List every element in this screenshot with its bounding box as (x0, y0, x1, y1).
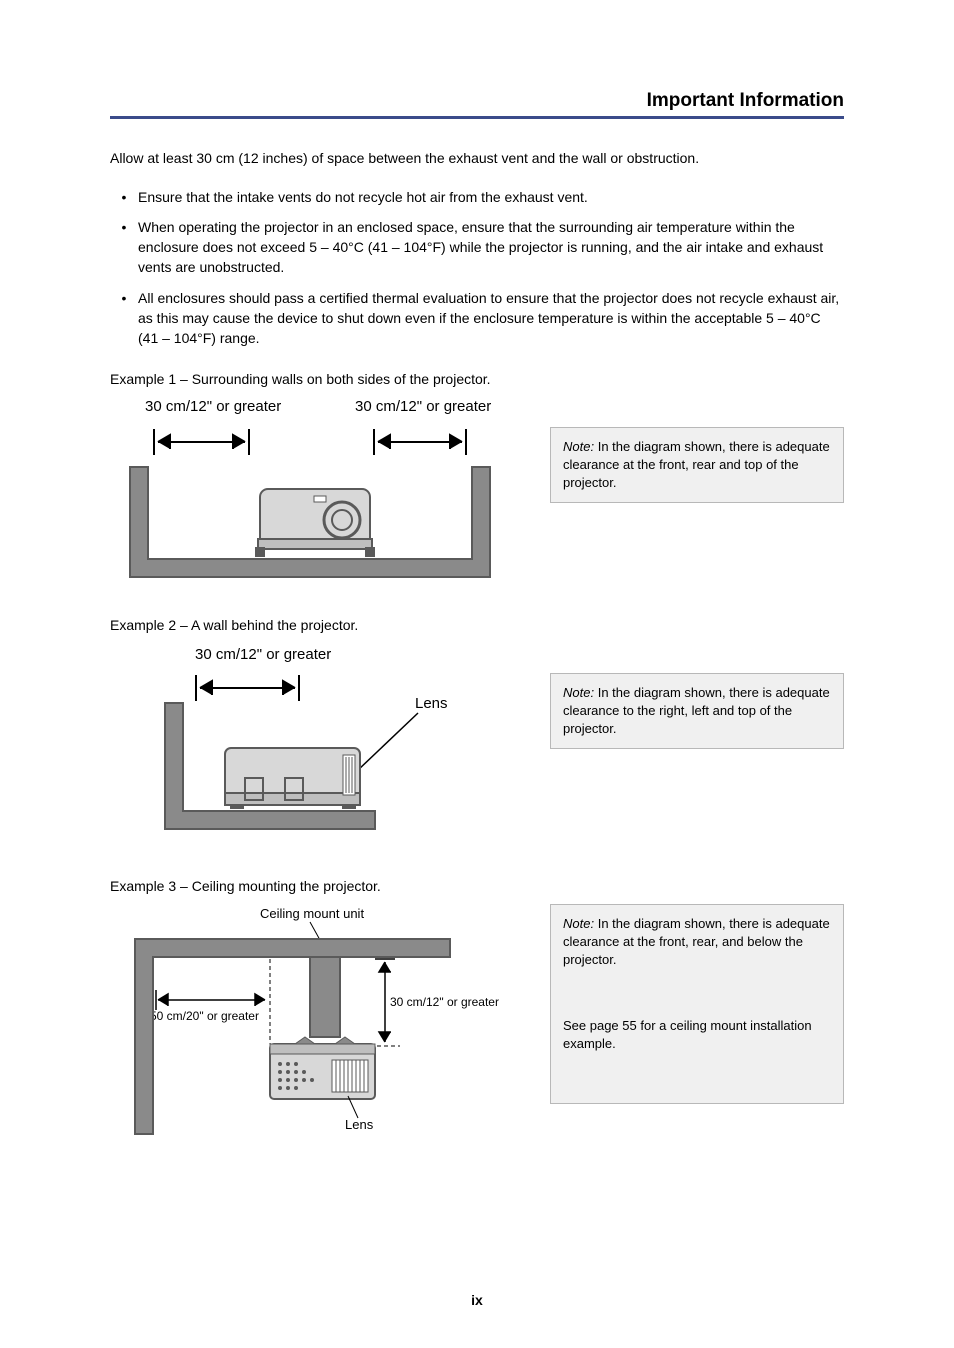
page-number: ix (0, 1292, 954, 1308)
enclosure-shape (135, 939, 450, 1134)
note-body: In the diagram shown, there is adequate … (563, 439, 830, 490)
bullet-item: • When operating the projector in an enc… (110, 217, 844, 278)
label-left-dist: 50 cm/20" or greater (150, 1009, 259, 1023)
projector-front (255, 489, 375, 557)
arrow-left (156, 990, 265, 1010)
projector-ceiling (270, 1037, 375, 1099)
diagram-example1: 30 cm/12" or greater 30 cm/12" or greate… (110, 397, 510, 582)
example3-row: Ceiling mount unit 50 cm/20" or greater … (110, 904, 844, 1149)
example2-title: Example 2 – A wall behind the projector. (110, 617, 844, 633)
diagram-example2: 30 cm/12" or greater Lens (110, 643, 510, 843)
label-left: 30 cm/12" or greater (145, 398, 281, 415)
section-title: Important Information (110, 90, 844, 116)
bullet-marker: • (110, 288, 138, 349)
projector-top (225, 748, 360, 809)
bullet-text: Ensure that the intake vents do not recy… (138, 187, 844, 207)
example1-note: Note: In the diagram shown, there is ade… (550, 427, 844, 504)
note-label: Note: (563, 916, 594, 931)
note-body: In the diagram shown, there is adequate … (563, 916, 830, 967)
label-lens: Lens (415, 695, 448, 712)
example1-figure: 30 cm/12" or greater 30 cm/12" or greate… (110, 397, 510, 587)
arrow-left (154, 429, 249, 455)
lens-pointer (357, 713, 418, 771)
diagram-example3: Ceiling mount unit 50 cm/20" or greater … (110, 904, 510, 1144)
note-body: In the diagram shown, there is adequate … (563, 685, 830, 736)
label-top: 30 cm/12" or greater (195, 646, 331, 663)
bullet-item: • All enclosures should pass a certified… (110, 288, 844, 349)
example3-figure: Ceiling mount unit 50 cm/20" or greater … (110, 904, 510, 1149)
note-label: Note: (563, 685, 594, 700)
label-right-dist: 30 cm/12" or greater (390, 995, 499, 1009)
example2-note: Note: In the diagram shown, there is ade… (550, 673, 844, 750)
arrow-top (196, 675, 299, 701)
example2-row: 30 cm/12" or greater Lens (110, 643, 844, 848)
arrow-right (374, 429, 466, 455)
example3-title: Example 3 – Ceiling mounting the project… (110, 878, 844, 894)
bullet-item: • Ensure that the intake vents do not re… (110, 187, 844, 207)
bullet-marker: • (110, 187, 138, 207)
document-page: Important Information Allow at least 30 … (0, 0, 954, 1348)
example3-note: Note: In the diagram shown, there is ade… (550, 904, 844, 1104)
label-ceiling: Ceiling mount unit (260, 906, 364, 921)
bullet-text: All enclosures should pass a certified t… (138, 288, 844, 349)
bullet-text: When operating the projector in an enclo… (138, 217, 844, 278)
example1-title: Example 1 – Surrounding walls on both si… (110, 371, 844, 387)
note-label: Note: (563, 439, 594, 454)
label-lens: Lens (345, 1117, 374, 1132)
intro-paragraph: Allow at least 30 cm (12 inches) of spac… (110, 149, 844, 169)
mount-column (310, 957, 340, 1037)
see-also: See page 55 for a ceiling mount installa… (563, 1017, 831, 1053)
label-right: 30 cm/12" or greater (355, 398, 491, 415)
example1-row: 30 cm/12" or greater 30 cm/12" or greate… (110, 397, 844, 587)
header-rule (110, 116, 844, 119)
example2-figure: 30 cm/12" or greater Lens (110, 643, 510, 848)
bullet-marker: • (110, 217, 138, 278)
